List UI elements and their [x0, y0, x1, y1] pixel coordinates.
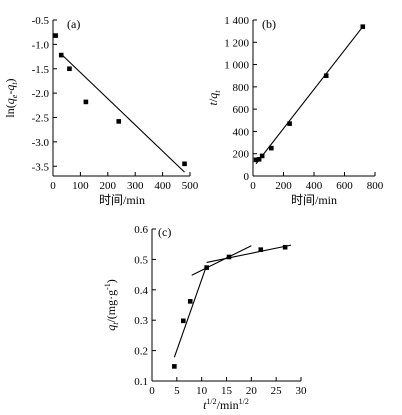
x-tick-label: 15 — [221, 385, 233, 397]
data-point — [116, 119, 122, 124]
x-tick-label: 5 — [174, 385, 180, 397]
data-point — [53, 33, 59, 38]
data-point — [269, 145, 274, 151]
x-tick-label: 30 — [296, 385, 308, 397]
x-tick-label: 0 — [149, 385, 155, 397]
x-tick-label: 20 — [246, 385, 258, 397]
y-tick-label: 0.2 — [134, 346, 148, 358]
data-point — [360, 24, 366, 29]
chart-panel-a: 0 100 200 300 400 500 -0.5 -1.0 -1.5 -2.0 -2.5 -3.0… — [3, 15, 199, 207]
panel-label: (b) — [262, 17, 276, 31]
x-axis-label: 时间/min — [99, 193, 145, 207]
y-tick-label: 1 400 — [224, 15, 249, 27]
x-tick-label: 0 — [50, 180, 56, 192]
y-tick-label: 0.6 — [134, 224, 148, 236]
fit-line — [206, 244, 292, 263]
x-tick-label: 300 — [127, 180, 144, 192]
y-tick-label: -2.0 — [32, 88, 50, 100]
data-point — [58, 52, 64, 58]
data-point — [226, 254, 232, 260]
chart-panel-c: 0 5 10 15 20 25 30 0.1 0.2 0.3 0.4 0.5 0.6 (c) t1/2/mi… — [103, 224, 307, 412]
data-point — [204, 265, 209, 270]
y-tick-label: -3.5 — [32, 161, 50, 173]
fit-line — [255, 26, 364, 165]
y-axis-label: t/qt — [206, 90, 222, 106]
x-tick-label: 200 — [100, 180, 117, 192]
y-tick-label: 400 — [233, 126, 250, 138]
x-tick-label: 200 — [275, 180, 292, 192]
x-tick-label: 100 — [72, 180, 89, 192]
y-tick-label: -0.5 — [32, 15, 50, 27]
y-axis-label: ln(qe-qt) — [3, 78, 19, 117]
y-tick-label: -2.5 — [32, 113, 50, 125]
data-point — [253, 157, 259, 163]
chart-panel-b: 0 200 400 600 800 0 200 400 600 800 1 000 1 200 1 40… — [206, 15, 384, 207]
y-axis-label: qt/(mg·g-1) — [103, 279, 120, 331]
x-tick-label: 800 — [367, 180, 384, 192]
panel-label: (c) — [158, 225, 171, 239]
y-tick-label: -1.0 — [32, 39, 50, 51]
data-point — [83, 99, 89, 105]
y-tick-label: 1 200 — [224, 37, 249, 49]
y-tick-label: 0.5 — [134, 254, 148, 266]
x-tick-label: 600 — [336, 180, 353, 192]
y-tick-label: 200 — [233, 149, 250, 161]
fit-line — [191, 245, 252, 276]
fit-line — [60, 53, 185, 173]
panel-label: (a) — [67, 17, 80, 31]
y-tick-label: 0.3 — [134, 315, 148, 327]
y-tick-label: 800 — [233, 82, 250, 94]
y-tick-label: 0.1 — [134, 376, 148, 388]
x-axis-label: 时间/min — [291, 193, 337, 207]
y-tick-label: 1 000 — [224, 60, 249, 72]
x-tick-label: 400 — [306, 180, 323, 192]
x-tick-label: 0 — [250, 180, 256, 192]
data-point — [287, 121, 292, 126]
y-tick-label: 600 — [233, 104, 250, 116]
x-axis-label: t1/2/min1/2 — [203, 397, 249, 412]
data-point — [187, 299, 193, 304]
y-tick-label: 0.4 — [134, 285, 148, 297]
x-tick-label: 10 — [196, 385, 208, 397]
x-tick-label: 25 — [271, 385, 283, 397]
data-point — [258, 247, 264, 252]
data-point — [259, 153, 265, 159]
data-point — [180, 318, 186, 324]
x-tick-label: 400 — [154, 180, 171, 192]
data-point — [67, 66, 72, 72]
y-tick-label: -3.0 — [32, 137, 50, 149]
data-point — [256, 156, 262, 162]
y-tick-label: 0 — [244, 171, 250, 183]
fit-line — [173, 265, 208, 358]
data-point — [182, 161, 187, 167]
data-point — [172, 364, 177, 369]
y-tick-label: -1.5 — [32, 64, 50, 76]
data-point — [282, 244, 288, 250]
data-point — [323, 73, 329, 79]
x-tick-label: 500 — [182, 180, 199, 192]
